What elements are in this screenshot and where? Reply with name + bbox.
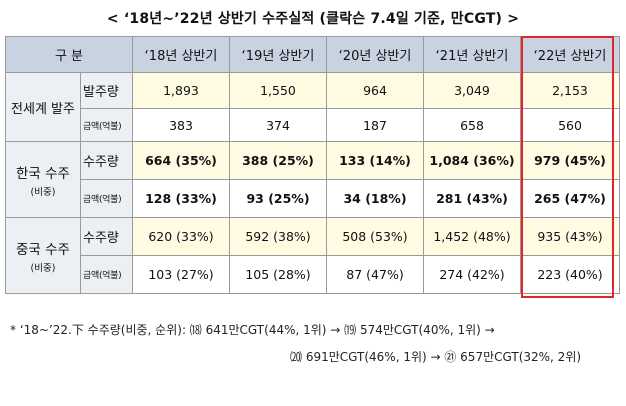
table-cell: 133 (14%) <box>326 141 424 180</box>
table-cell: 664 (35%) <box>132 141 230 180</box>
row-type-label: 금액(억불) <box>80 179 133 218</box>
row-type-label: 금액(억불) <box>80 255 133 294</box>
table-cell: 128 (33%) <box>132 179 230 218</box>
table-cell: 87 (47%) <box>326 255 424 294</box>
footnote-line-1: * ‘18~’22.下 수주량(비중, 순위): ⒅ 641만CGT(44%, … <box>10 323 495 337</box>
table-cell: 187 <box>326 108 424 142</box>
table-cell: 105 (28%) <box>229 255 327 294</box>
table-cell: 592 (38%) <box>229 217 327 256</box>
row-type-label: 금액(억불) <box>80 108 133 142</box>
table-cell: 223 (40%) <box>520 255 620 294</box>
table-row: 금액(억불) 103 (27%) 105 (28%) 87 (47%) 274 … <box>6 255 620 294</box>
table-cell: 388 (25%) <box>229 141 327 180</box>
table-cell: 3,049 <box>423 72 521 109</box>
table-cell: 1,550 <box>229 72 327 109</box>
table-cell: 265 (47%) <box>520 179 620 218</box>
table-cell: 93 (25%) <box>229 179 327 218</box>
table-row: 한국 수주 (비중) 수주량 664 (35%) 388 (25%) 133 (… <box>5 141 620 218</box>
table-cell: 1,893 <box>132 72 230 109</box>
group-label-global: 전세계 발주 <box>5 72 81 142</box>
header-year-2021: ‘21년 상반기 <box>423 36 521 73</box>
table-cell: 281 (43%) <box>423 179 521 218</box>
table-cell: 508 (53%) <box>326 217 424 256</box>
table-row: 금액(억불) 383 374 187 658 560 <box>6 108 620 142</box>
table-row: 중국 수주 (비중) 수주량 620 (33%) 592 (38%) 508 (… <box>5 217 620 294</box>
table-cell: 935 (43%) <box>520 217 620 256</box>
table-cell: 2,153 <box>520 72 620 109</box>
header-year-2018: ‘18년 상반기 <box>132 36 230 73</box>
table-cell: 34 (18%) <box>326 179 424 218</box>
table-cell: 620 (33%) <box>132 217 230 256</box>
table-cell: 979 (45%) <box>520 141 620 180</box>
table-cell: 103 (27%) <box>132 255 230 294</box>
table-row: 금액(억불) 128 (33%) 93 (25%) 34 (18%) 281 (… <box>6 179 620 218</box>
order-performance-table: 구 분 ‘18년 상반기 ‘19년 상반기 ‘20년 상반기 ‘21년 상반기 … <box>5 36 620 294</box>
table-cell: 1,084 (36%) <box>423 141 521 180</box>
table-title: < ‘18년~’22년 상반기 수주실적 (클락슨 7.4일 기준, 만CGT)… <box>106 11 520 27</box>
table-cell: 383 <box>132 108 230 142</box>
header-year-2019: ‘19년 상반기 <box>229 36 327 73</box>
table-cell: 560 <box>520 108 620 142</box>
table-cell: 964 <box>326 72 424 109</box>
table-row: 전세계 발주 발주량 1,893 1,550 964 3,049 2,153 <box>5 72 620 142</box>
table-cell: 274 (42%) <box>423 255 521 294</box>
table-cell: 374 <box>229 108 327 142</box>
group-label-china: 중국 수주 (비중) <box>5 217 81 294</box>
header-year-2020: ‘20년 상반기 <box>326 36 424 73</box>
header-row: 구 분 ‘18년 상반기 ‘19년 상반기 ‘20년 상반기 ‘21년 상반기 … <box>5 36 620 73</box>
row-type-label: 수주량 <box>80 217 133 256</box>
footnote-line-2: ⒇ 691만CGT(46%, 1위) → ㉑ 657만CGT(32%, 2위) <box>290 350 582 364</box>
header-corner: 구 분 <box>5 36 133 73</box>
row-type-label: 발주량 <box>80 72 133 109</box>
table-cell: 1,452 (48%) <box>423 217 521 256</box>
table-cell: 658 <box>423 108 521 142</box>
header-year-2022: ‘22년 상반기 <box>520 36 620 73</box>
group-label-korea: 한국 수주 (비중) <box>5 141 81 218</box>
row-type-label: 수주량 <box>80 141 133 180</box>
